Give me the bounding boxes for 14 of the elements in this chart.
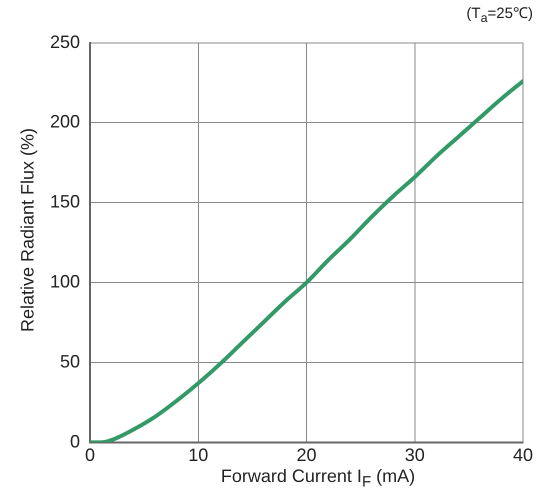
x-tick-label: 40 [512,445,534,466]
x-tick-label: 30 [404,445,425,466]
y-tick-label: 250 [50,32,80,52]
x-tick-label: 10 [188,445,208,466]
x-axis-title: Forward Current I$_{F}$ (mA) [220,466,416,490]
text: (T$_{a}$=25℃) [466,4,533,25]
x-tick-label: 20 [296,445,317,466]
y-tick-label: 100 [50,272,80,292]
y-tick-label: 50 [60,351,80,372]
y-tick-label: 200 [50,112,80,132]
y-tick-label: 150 [50,192,80,212]
y-tick-label: 0 [70,431,80,452]
x-tick-label: 0 [85,445,96,466]
y-axis-title: Relative Radiant Flux (%) [18,128,38,332]
